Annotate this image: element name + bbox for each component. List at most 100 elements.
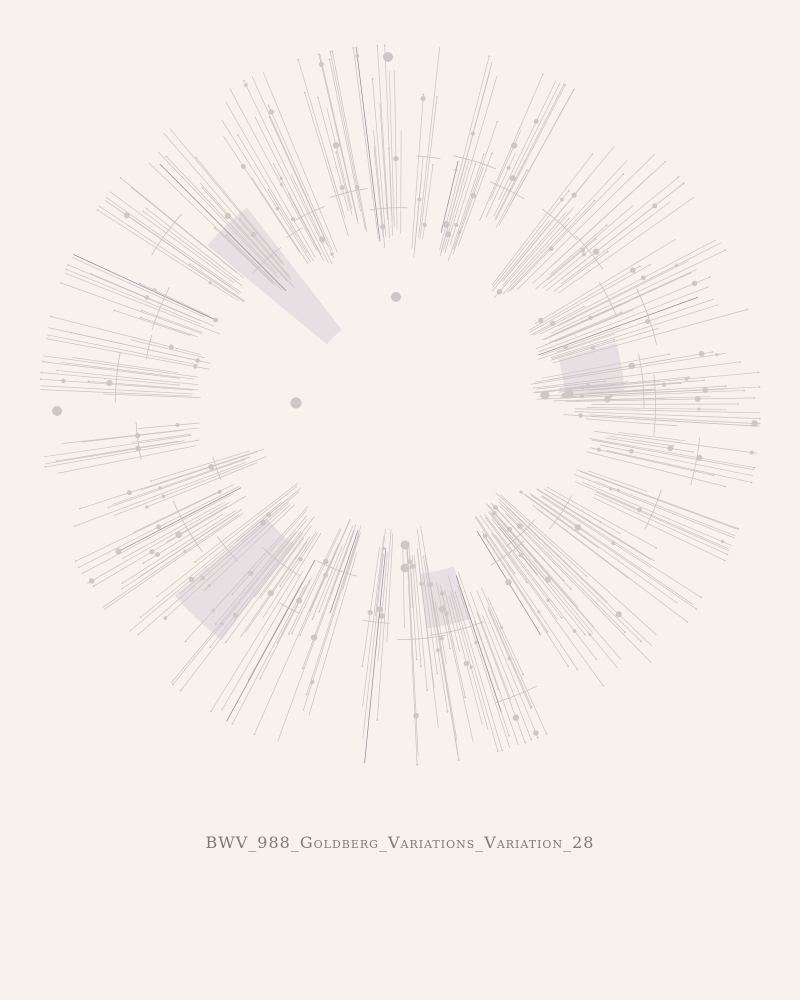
note-end-dot (387, 147, 390, 150)
note-line (535, 488, 651, 560)
accent-dot (391, 292, 401, 302)
note-end-dot (355, 46, 358, 49)
note-line (109, 191, 235, 284)
note-line (239, 536, 311, 638)
note-end-dot (98, 205, 101, 208)
note-end-dot (613, 338, 616, 341)
phrase-arc (316, 560, 357, 577)
phrase-arc (151, 286, 170, 330)
note-line (424, 554, 459, 756)
note-end-dot (585, 575, 588, 578)
note-line (87, 502, 230, 584)
note-line (411, 94, 424, 249)
note-end-dot (172, 683, 174, 686)
note-dot (702, 387, 709, 393)
accent-dot (290, 397, 302, 409)
note-line (99, 206, 244, 302)
note-end-dot (688, 376, 691, 378)
note-dot (158, 486, 162, 490)
note-line (457, 585, 511, 748)
note-end-dot (329, 50, 332, 53)
note-line (251, 177, 309, 265)
note-line (71, 332, 201, 362)
note-line (479, 514, 604, 687)
note-line (388, 148, 393, 236)
phrase-arc (145, 335, 153, 360)
note-dot (574, 524, 582, 531)
note-line (61, 427, 200, 445)
note-line (557, 260, 689, 327)
note-dot (661, 382, 667, 387)
note-line (532, 505, 688, 622)
note-line (253, 532, 304, 598)
phrase-arc (644, 489, 662, 531)
note-dot (279, 183, 284, 187)
note-line (375, 528, 386, 617)
note-end-dot (724, 385, 727, 388)
note-end-dot (352, 47, 355, 49)
note-line (585, 418, 678, 427)
note-dot (155, 552, 161, 557)
note-line (408, 541, 414, 609)
note-dot (512, 714, 520, 721)
note-line (530, 352, 726, 385)
note-dot (144, 295, 150, 300)
note-line (232, 585, 306, 724)
note-line (589, 414, 760, 425)
note-line (57, 370, 199, 386)
note-end-dot (541, 566, 544, 568)
note-end-dot (501, 749, 503, 752)
note-end-dot (653, 388, 656, 391)
note-line (143, 211, 243, 287)
note-line (560, 201, 671, 285)
phrase-arc (279, 602, 300, 614)
note-end-dot (595, 658, 598, 661)
note-line (225, 101, 316, 258)
note-end-dot (496, 120, 499, 123)
note-dot (152, 288, 157, 293)
note-line (141, 310, 203, 333)
note-line (491, 503, 565, 582)
note-dot (200, 575, 205, 581)
note-line (502, 160, 628, 295)
note-dot (420, 95, 426, 102)
phrase-arc (286, 227, 304, 239)
note-line (480, 587, 547, 735)
note-dot (652, 203, 658, 209)
note-end-dot (560, 617, 563, 619)
note-line (232, 509, 308, 595)
note-line (535, 205, 634, 290)
note-line (148, 162, 274, 284)
note-end-dot (119, 176, 122, 179)
phrase-arc (505, 519, 536, 547)
note-line (498, 80, 557, 200)
note-end-dot (239, 217, 242, 220)
note-end-dot (371, 77, 374, 80)
note-line (543, 488, 622, 535)
note-line (329, 51, 366, 230)
note-dot (244, 83, 248, 87)
note-end-dot (121, 582, 124, 585)
note-dot (211, 608, 216, 613)
note-end-dot (500, 710, 503, 713)
note-end-dot (706, 286, 709, 289)
note-line (353, 47, 379, 239)
note-line (72, 357, 179, 374)
note-dot (240, 164, 246, 170)
note-line (536, 488, 655, 562)
note-line (122, 501, 226, 559)
note-dot (407, 559, 413, 565)
note-line (223, 135, 301, 253)
note-line (549, 351, 713, 381)
note-line (112, 456, 251, 505)
note-line (140, 502, 282, 618)
note-end-dot (41, 360, 44, 363)
note-dot (310, 679, 315, 685)
note-line (538, 286, 708, 353)
note-end-dot (145, 207, 148, 210)
note-end-dot (179, 689, 182, 692)
note-dot (694, 396, 701, 402)
note-line (332, 51, 368, 233)
note-end-dot (40, 378, 42, 381)
note-line (449, 163, 476, 246)
